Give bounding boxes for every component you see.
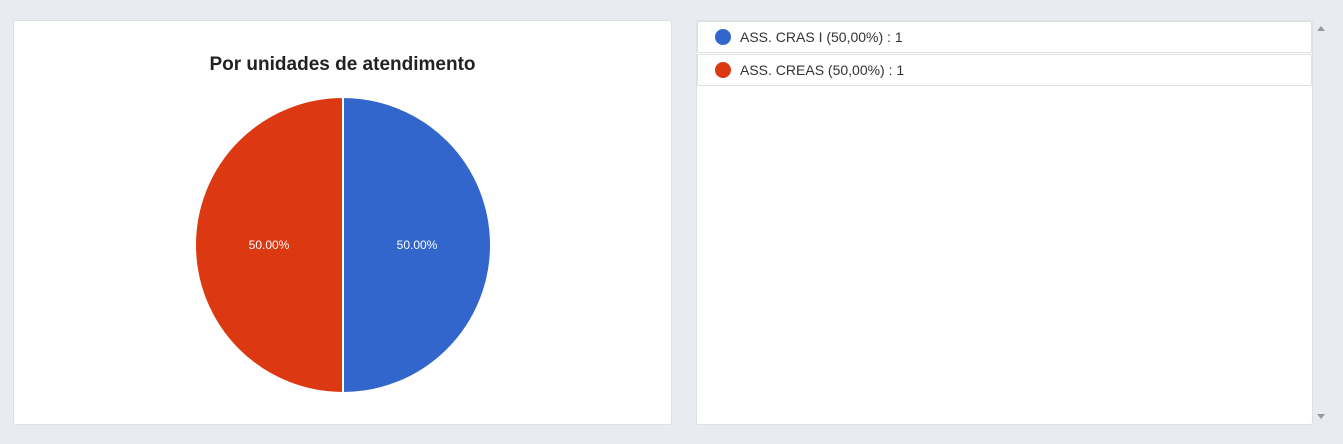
legend-scrollbar[interactable] bbox=[1314, 20, 1328, 425]
chart-title: Por unidades de atendimento bbox=[209, 54, 476, 75]
pie-slice-label-0: 50.00% bbox=[397, 238, 438, 252]
legend-label-cras: ASS. CRAS I (50,00%) : 1 bbox=[740, 29, 903, 45]
legend-swatch-creas bbox=[715, 62, 731, 78]
scroll-down-arrow-icon[interactable] bbox=[1317, 414, 1325, 419]
pie-slice-1[interactable] bbox=[194, 95, 344, 395]
legend-swatch-cras bbox=[715, 29, 731, 45]
pie-slice-0[interactable] bbox=[342, 95, 492, 395]
scroll-up-arrow-icon[interactable] bbox=[1317, 26, 1325, 31]
legend-item-creas[interactable]: ASS. CREAS (50,00%) : 1 bbox=[697, 54, 1312, 86]
pie-chart: 50.00% 50.00% bbox=[194, 95, 492, 395]
legend-panel: ASS. CRAS I (50,00%) : 1 ASS. CREAS (50,… bbox=[696, 20, 1313, 425]
legend-item-cras[interactable]: ASS. CRAS I (50,00%) : 1 bbox=[697, 21, 1312, 53]
chart-panel: Por unidades de atendimento 50.00% 50.00% bbox=[13, 20, 672, 425]
legend-label-creas: ASS. CREAS (50,00%) : 1 bbox=[740, 62, 905, 78]
pie-slice-label-1: 50.00% bbox=[249, 238, 290, 252]
